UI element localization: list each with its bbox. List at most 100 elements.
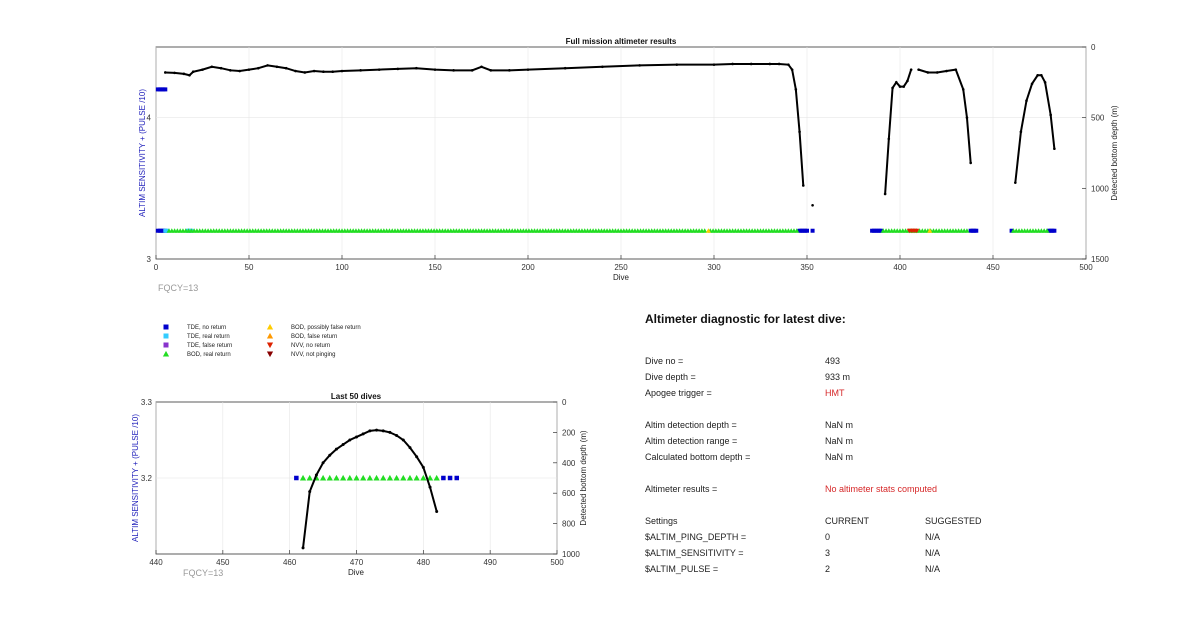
results-value: No altimeter stats computed [825,484,938,494]
depth-point [883,192,887,196]
depth-point [777,62,781,66]
depth-point [526,68,530,71]
depth-point [801,184,805,187]
data-marker [386,474,394,481]
depth-point [1053,147,1056,151]
depth-point [322,70,325,74]
depth-point [1030,82,1034,86]
depth-point [906,79,909,83]
legend-label: TDE, real return [187,334,230,340]
setting-row: $ALTIM_SENSITIVITY = 3 N/A [645,548,1165,564]
y-right-tick-label: 1000 [562,550,580,559]
depth-point [308,490,312,494]
legend-marker [163,342,169,348]
x-tick-label: 480 [417,558,431,567]
x-tick-label: 350 [800,263,814,272]
depth-point [909,68,913,71]
legend-marker [266,351,274,358]
x-tick-label: 300 [707,263,721,272]
data-marker [426,474,434,481]
depth-point [368,429,372,433]
det-depth-label: Altim detection depth = [645,420,737,430]
depth-point [401,438,405,442]
y-left-tick-label: 3.2 [141,474,153,483]
legend-marker [163,324,169,330]
x-tick-label: 100 [335,263,349,272]
legend-label: BOD, false return [291,334,337,340]
legend-label: TDE, false return [187,343,232,349]
depth-point [191,70,195,74]
x-tick-label: 440 [149,558,163,567]
setting-current: 2 [825,564,831,574]
depth-point [314,473,318,477]
y-right-tick-label: 500 [1091,114,1105,123]
y-right-tick-label: 600 [562,489,576,498]
legend-marker [266,332,274,339]
results-row: Altimeter results = No altimeter stats c… [645,484,1165,500]
setting-name: $ALTIM_PING_DEPTH = [645,532,747,542]
setting-row: $ALTIM_PULSE = 2 N/A [645,564,1165,580]
suggested-label: SUGGESTED [925,516,982,526]
data-marker [454,475,459,481]
depth-point [811,203,814,207]
depth-point [798,130,801,134]
bottom-plot-footnote: FQCY=13 [183,568,223,578]
data-marker [346,474,353,481]
depth-point [1025,99,1028,103]
apogee-value: HMT [825,388,845,398]
legend-marker [266,323,274,330]
depth-point [334,447,338,451]
y-right-tick-label: 800 [562,520,576,529]
depth-point [381,429,385,433]
depth-point [1014,181,1017,184]
apogee-label: Apogee trigger = [645,388,712,398]
depth-point [794,88,798,91]
dive-depth-label: Dive depth = [645,372,696,382]
diagnostic-heading: Altimeter diagnostic for latest dive: [645,312,846,326]
data-marker [326,474,333,481]
data-marker [927,228,933,233]
det-range-row: Altim detection range = NaN m [645,436,1165,452]
y-right-tick-label: 1500 [1091,255,1109,264]
depth-point [421,465,425,469]
marker-legend: TDE, no return TDE, real return TDE, false… [162,323,361,358]
depth-point [201,68,204,71]
depth-point [601,65,604,69]
diagnostic-panel: Altimeter diagnostic for latest dive: Di… [645,312,1165,580]
data-marker [163,87,168,92]
data-marker [810,228,815,233]
x-tick-label: 50 [245,263,254,272]
depth-point [229,69,232,72]
depth-point [1043,81,1047,84]
top-plot-title: Full mission altimeter results [566,37,677,46]
setting-row: $ALTIM_PING_DEPTH = 0 N/A [645,532,1165,548]
legend-marker [162,350,170,357]
depth-point [173,71,176,75]
data-marker [306,474,313,481]
depth-point [898,85,902,88]
depth-point [731,62,734,66]
depth-point [935,71,939,74]
setting-name: $ALTIM_PULSE = [645,564,719,574]
depth-point [470,69,474,72]
depth-point [408,446,412,450]
data-marker [294,475,299,481]
data-marker [353,474,360,481]
dive-no-label: Dive no = [645,356,684,366]
depth-point [749,62,753,66]
depth-point [1040,73,1043,77]
y-left-tick-label: 4 [147,114,152,123]
depth-point [396,67,400,71]
data-marker [441,475,446,481]
legend-label: NVV, not pinging [291,352,335,358]
x-tick-label: 460 [283,558,297,567]
depth-point [301,546,305,550]
setting-suggested: N/A [925,564,941,574]
depth-point [891,86,894,90]
data-marker [165,228,170,233]
data-marker [914,228,920,234]
depth-point [887,137,891,141]
bottom-plot-title: Last 50 dives [331,392,382,401]
depth-point [321,461,325,465]
data-marker [1044,228,1050,233]
